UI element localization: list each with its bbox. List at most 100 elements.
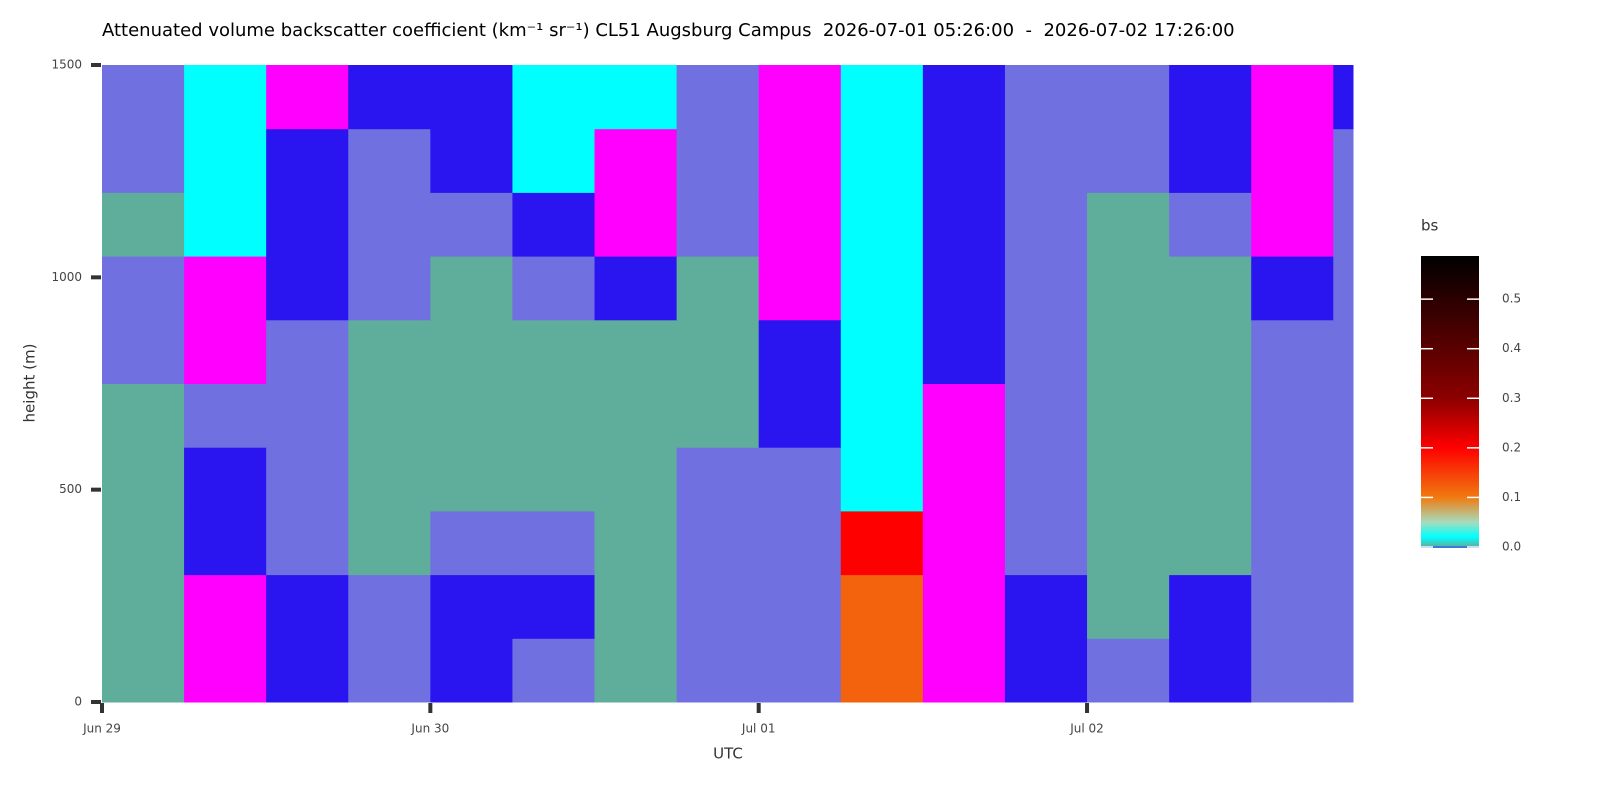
- heatmap-cell: [184, 638, 267, 703]
- heatmap-cell: [922, 65, 1006, 130]
- heatmap-cell: [512, 65, 596, 130]
- heatmap-cell: [1004, 319, 1088, 384]
- heatmap-cell: [1333, 574, 1354, 639]
- heatmap-cell: [758, 574, 842, 639]
- heatmap-cell: [430, 638, 513, 703]
- heatmap-cell: [430, 65, 513, 130]
- heatmap-cell: [840, 192, 924, 257]
- heatmap-cell: [922, 256, 1006, 321]
- heatmap-cell: [676, 638, 760, 703]
- heatmap-cell: [594, 447, 678, 512]
- heatmap-cell: [266, 256, 349, 321]
- colorbar: [1421, 256, 1479, 547]
- heatmap-cell: [1333, 65, 1354, 130]
- heatmap-cell: [922, 638, 1006, 703]
- heatmap-cell: [594, 638, 678, 703]
- heatmap-cell: [512, 256, 596, 321]
- heatmap-cell: [1251, 319, 1334, 384]
- heatmap-cell: [676, 447, 760, 512]
- heatmap-cell: [922, 128, 1006, 193]
- heatmap-cell: [758, 638, 842, 703]
- heatmap-cell: [1251, 128, 1334, 193]
- heatmap-cell: [1169, 574, 1252, 639]
- heatmap-cell: [1333, 383, 1354, 448]
- heatmap-cell: [102, 638, 185, 703]
- heatmap-cell: [266, 447, 349, 512]
- heatmap-cell: [758, 128, 842, 193]
- heatmap-cell: [1169, 256, 1252, 321]
- heatmap-cell: [758, 383, 842, 448]
- heatmap-cell: [266, 319, 349, 384]
- colorbar-title: bs: [1421, 217, 1439, 235]
- heatmap-cell: [1004, 192, 1088, 257]
- heatmap-cell: [1004, 510, 1088, 576]
- heatmap-cell: [840, 447, 924, 512]
- heatmap-cell: [840, 510, 924, 576]
- heatmap-cell: [102, 128, 185, 193]
- heatmap-cell: [922, 447, 1006, 512]
- heatmap-cell: [512, 319, 596, 384]
- heatmap-cell: [1333, 319, 1354, 384]
- y-tick-label: 1500: [51, 58, 82, 72]
- heatmap-cell: [1169, 319, 1252, 384]
- heatmap-cell: [184, 447, 267, 512]
- heatmap-cell: [348, 65, 431, 130]
- heatmap-cell: [430, 319, 513, 384]
- heatmap-cell: [1333, 447, 1354, 512]
- y-tick-label: 500: [59, 482, 82, 496]
- y-tick-label: 0: [74, 695, 82, 709]
- heatmap-cell: [1169, 638, 1252, 703]
- heatmap-cell: [1251, 383, 1334, 448]
- heatmap-cell: [676, 574, 760, 639]
- colorbar-tick-label: 0.4: [1502, 341, 1521, 355]
- heatmap-cell: [1004, 128, 1088, 193]
- heatmap-cell: [676, 65, 760, 130]
- heatmap-cell: [102, 383, 185, 448]
- heatmap-cell: [348, 638, 431, 703]
- heatmap-cell: [1169, 447, 1252, 512]
- heatmap-cell: [1087, 128, 1170, 193]
- chart-title: Attenuated volume backscatter coefficien…: [102, 20, 1235, 41]
- heatmap-cell: [1169, 65, 1252, 130]
- heatmap-cell: [1087, 638, 1170, 703]
- heatmap-cell: [758, 447, 842, 512]
- y-tick-label: 1000: [51, 270, 82, 284]
- heatmap-cell: [266, 65, 349, 130]
- heatmap-cell: [1169, 510, 1252, 576]
- heatmap-cell: [1169, 383, 1252, 448]
- colorbar-tick-label: 0.3: [1502, 391, 1521, 405]
- heatmap-cell: [512, 128, 596, 193]
- heatmap-cell: [840, 65, 924, 130]
- heatmap-cell: [1333, 256, 1354, 321]
- heatmap-cell: [184, 383, 267, 448]
- heatmap-cell: [102, 510, 185, 576]
- heatmap-cell: [512, 192, 596, 257]
- heatmap-cell: [1087, 574, 1170, 639]
- heatmap-cell: [266, 574, 349, 639]
- heatmap-cell: [1169, 192, 1252, 257]
- heatmap-cell: [1251, 510, 1334, 576]
- heatmap-cell: [1087, 319, 1170, 384]
- y-axis-label: height (m): [21, 344, 39, 423]
- heatmap-cell: [512, 638, 596, 703]
- heatmap-cell: [758, 510, 842, 576]
- heatmap-cell: [676, 192, 760, 257]
- heatmap-cell: [102, 319, 185, 384]
- heatmap-cell: [1087, 65, 1170, 130]
- heatmap-cell: [1004, 638, 1088, 703]
- heatmap-cell: [922, 574, 1006, 639]
- heatmap-cell: [1333, 510, 1354, 576]
- x-tick-label: Jul 01: [741, 722, 776, 736]
- heatmap-cell: [266, 128, 349, 193]
- heatmap-cell: [758, 319, 842, 384]
- heatmap-cell: [266, 510, 349, 576]
- heatmap-cell: [102, 447, 185, 512]
- colorbar-tick-label: 0.2: [1502, 440, 1521, 454]
- heatmap-cell: [840, 638, 924, 703]
- heatmap-cell: [758, 192, 842, 257]
- heatmap-cell: [184, 574, 267, 639]
- heatmap-cell: [1087, 447, 1170, 512]
- heatmap-cell: [1004, 65, 1088, 130]
- heatmap-cell: [840, 319, 924, 384]
